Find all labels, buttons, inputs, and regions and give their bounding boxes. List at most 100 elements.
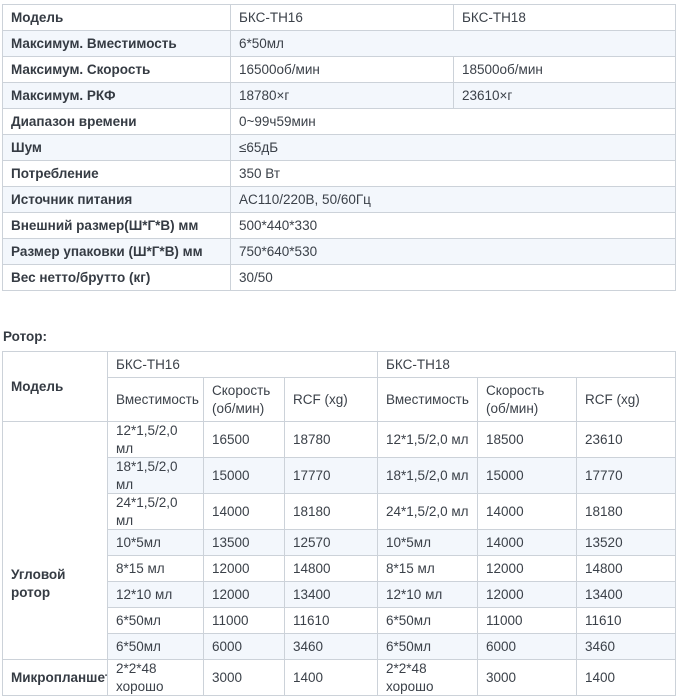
spec-label: Источник питания — [2, 186, 231, 213]
rotor-cell: 3000 — [477, 659, 578, 696]
rotor-cell: 12*10 мл — [377, 581, 479, 609]
rotor-cell: 8*15 мл — [377, 555, 479, 583]
rotor-cell: 11610 — [283, 607, 379, 635]
product-specs-page: Модель БКС-ТН16 БКС-ТН18 Максимум. Вместимо… — [0, 4, 677, 696]
spec-row: Максимум. РКФ 18780×г 23610×г — [2, 82, 676, 109]
rotor-cell: 12000 — [477, 555, 578, 583]
spec-row: Внешний размер(Ш*Г*В) мм 500*440*330 — [2, 212, 676, 239]
spec-row: Размер упаковки (Ш*Г*В) мм 750*640*530 — [2, 238, 676, 265]
spec-row: Шум ≤65дБ — [2, 134, 676, 161]
rotor-cell: 18500 — [477, 420, 578, 459]
spec-value: 18780×г — [230, 82, 454, 109]
spec-row: Модель БКС-ТН16 БКС-ТН18 — [2, 4, 676, 31]
spec-label: Максимум. Скорость — [2, 56, 231, 83]
rotor-cell: 11610 — [576, 607, 677, 635]
rotor-cell: 3460 — [576, 633, 677, 661]
rotor-cell: 8*15 мл — [107, 555, 204, 583]
spec-row: Источник питания AC110/220В, 50/60Гц — [2, 186, 676, 213]
rotor-table-head: Модель БКС-ТН16 БКС-ТН18 Вместимость Ско… — [2, 351, 677, 422]
rotor-subheader-rcf-th16: RCF (xg) — [283, 377, 379, 422]
rotor-cell: 18180 — [576, 493, 677, 531]
spec-value: 6*50мл — [230, 30, 676, 57]
spec-label: Размер упаковки (Ш*Г*В) мм — [2, 238, 231, 265]
rotor-type-label: Микропланшет — [2, 659, 108, 696]
rotor-cell: 18*1,5/2,0 мл — [107, 457, 204, 495]
rotor-cell: 18780 — [283, 420, 379, 459]
rotor-cell: 18180 — [283, 493, 379, 531]
rotor-cell: 6*50мл — [107, 607, 204, 635]
rotor-cell: 3000 — [203, 659, 285, 696]
spec-value: БКС-ТН18 — [453, 4, 676, 31]
spec-row: Диапазон времени 0~99ч59мин — [2, 108, 676, 135]
rotor-cell: 6*50мл — [377, 607, 479, 635]
rotor-section-heading: Ротор: — [3, 329, 48, 344]
rotor-cell: 17770 — [576, 457, 677, 495]
rotor-subheader-capacity-th16: Вместимость — [107, 377, 204, 422]
spec-value: 23610×г — [453, 82, 676, 109]
specs-table: Модель БКС-ТН16 БКС-ТН18 Максимум. Вместимо… — [2, 4, 676, 291]
rotor-subheader-rcf-th18: RCF (xg) — [576, 377, 677, 422]
rotor-cell: 1400 — [576, 659, 677, 696]
specs-table-body: Модель БКС-ТН16 БКС-ТН18 Максимум. Вместимо… — [2, 4, 676, 291]
spec-label: Вес нетто/брутто (кг) — [2, 264, 231, 291]
rotor-cell: 13400 — [283, 581, 379, 609]
rotor-cell: 6000 — [203, 633, 285, 661]
rotor-cell: 13400 — [576, 581, 677, 609]
spec-row: Вес нетто/брутто (кг) 30/50 — [2, 264, 676, 291]
rotor-cell: 6*50мл — [377, 633, 479, 661]
rotor-cell: 11000 — [477, 607, 578, 635]
spec-value: 30/50 — [230, 264, 676, 291]
rotor-row: Угловой ротор 12*1,5/2,0 мл 16500 18780 12*1… — [2, 420, 677, 661]
rotor-group-header-th18: БКС-ТН18 — [377, 351, 677, 378]
rotor-cell: 13520 — [576, 529, 677, 557]
rotor-cell: 2*2*48 хорошо — [377, 659, 479, 696]
rotor-cell: 17770 — [283, 457, 379, 495]
rotor-cell: 12*1,5/2,0 мл — [107, 420, 204, 459]
spec-label: Диапазон времени — [2, 108, 231, 135]
spec-label: Потребление — [2, 160, 231, 187]
rotor-cell: 13500 — [203, 529, 285, 557]
spec-label: Максимум. Вместимость — [2, 30, 231, 57]
rotor-row: 12*10 мл 12000 13400 12*10 мл 12000 13400 — [3, 581, 677, 609]
rotor-cell: 2*2*48 хорошо — [107, 659, 204, 696]
rotor-cell: 14800 — [283, 555, 379, 583]
rotor-cell: 12*10 мл — [107, 581, 204, 609]
spec-value: 16500об/мин — [230, 56, 454, 83]
rotor-table: Модель БКС-ТН16 БКС-ТН18 Вместимость Ско… — [2, 351, 677, 696]
rotor-cell: 6000 — [477, 633, 578, 661]
rotor-row: 6*50мл 11000 11610 6*50мл 11000 11610 — [3, 607, 677, 635]
rotor-group-header-row: Модель БКС-ТН16 БКС-ТН18 — [2, 351, 677, 422]
rotor-cell: 12570 — [283, 529, 379, 557]
rotor-cell: 1400 — [283, 659, 379, 696]
spec-label: Максимум. РКФ — [2, 82, 231, 109]
rotor-cell: 24*1,5/2,0 мл — [377, 493, 479, 531]
spec-label: Модель — [2, 4, 231, 31]
rotor-cell: 14800 — [576, 555, 677, 583]
spec-row: Потребление 350 Вт — [2, 160, 676, 187]
spec-value: БКС-ТН16 — [230, 4, 454, 31]
rotor-cell: 11000 — [203, 607, 285, 635]
spec-value: ≤65дБ — [230, 134, 676, 161]
rotor-cell: 14000 — [203, 493, 285, 531]
spec-value: 750*640*530 — [230, 238, 676, 265]
rotor-cell: 16500 — [203, 420, 285, 459]
spec-label: Шум — [2, 134, 231, 161]
rotor-subheader-speed-th16: Скорость (об/мин) — [203, 377, 285, 422]
rotor-cell: 18*1,5/2,0 мл — [377, 457, 479, 495]
rotor-cell: 3460 — [283, 633, 379, 661]
spec-value: 0~99ч59мин — [230, 108, 676, 135]
rotor-group-header-th16: БКС-ТН16 — [106, 351, 379, 378]
spec-value: 500*440*330 — [230, 212, 676, 239]
rotor-row: 24*1,5/2,0 мл 14000 18180 24*1,5/2,0 мл 1400… — [3, 493, 677, 531]
rotor-cell: 12000 — [203, 555, 285, 583]
rotor-cell: 15000 — [477, 457, 578, 495]
rotor-model-header: Модель — [2, 351, 108, 422]
rotor-cell: 14000 — [477, 493, 578, 531]
rotor-subheader-capacity-th18: Вместимость — [377, 377, 479, 422]
spec-value: AC110/220В, 50/60Гц — [230, 186, 676, 213]
spec-value: 18500об/мин — [453, 56, 676, 83]
rotor-row: Микропланшет 2*2*48 хорошо 3000 1400 2*2*48 … — [2, 659, 677, 696]
spec-value: 350 Вт — [230, 160, 676, 187]
spec-row: Максимум. Скорость 16500об/мин 18500об/мин — [2, 56, 676, 83]
rotor-cell: 12000 — [477, 581, 578, 609]
